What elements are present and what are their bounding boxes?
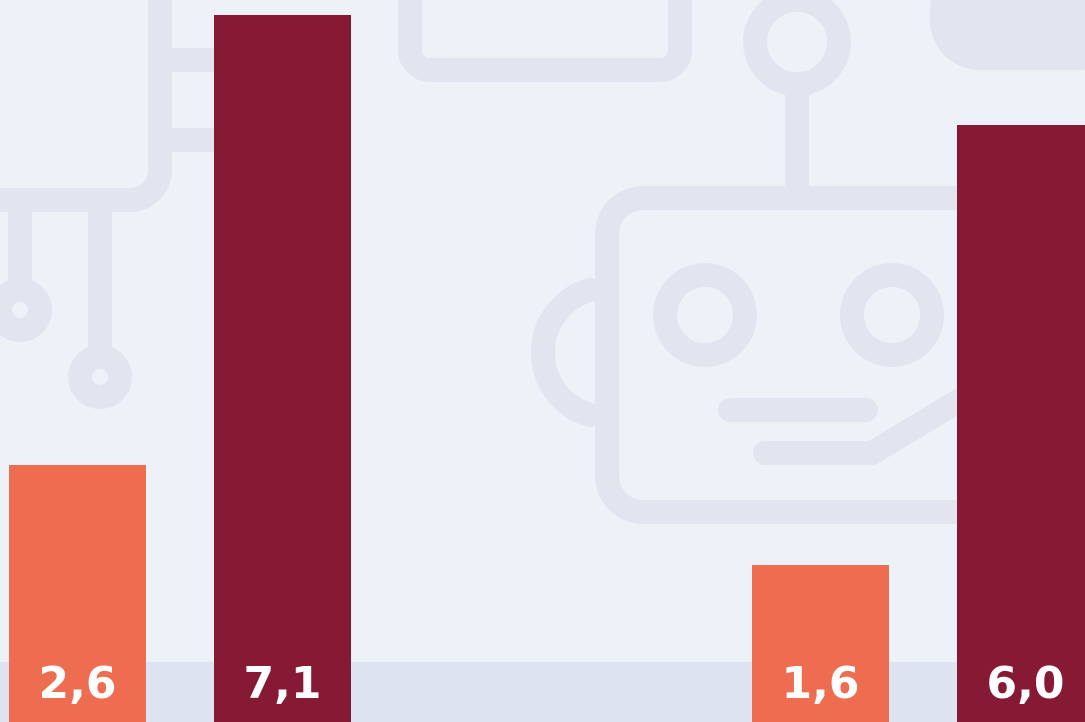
bar <box>957 125 1085 722</box>
value-label: 2,6 <box>39 658 117 709</box>
value-label: 7,1 <box>244 658 322 709</box>
chart: 2,6 1,6 7,1 6,0 <box>0 0 1085 722</box>
value-label: 1,6 <box>782 658 860 709</box>
bar <box>214 15 351 722</box>
deco-block <box>930 0 1085 70</box>
value-label: 6,0 <box>987 658 1065 709</box>
page: 2,61,67,16,0 (() => { const data = JSON.… <box>0 0 1085 722</box>
bottom-band <box>0 662 1085 722</box>
